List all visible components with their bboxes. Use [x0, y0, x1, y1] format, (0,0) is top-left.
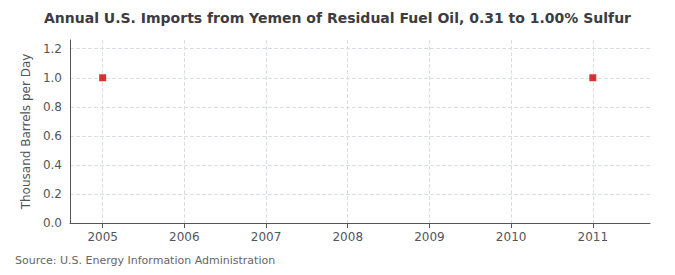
svg-text:2010: 2010	[496, 230, 527, 244]
svg-text:2011: 2011	[578, 230, 609, 244]
svg-text:0.0: 0.0	[43, 216, 62, 230]
svg-text:Annual U.S. Imports from Yemen: Annual U.S. Imports from Yemen of Residu…	[44, 10, 631, 26]
svg-text:2005: 2005	[87, 230, 118, 244]
svg-text:2007: 2007	[251, 230, 282, 244]
svg-text:Thousand Barrels per Day: Thousand Barrels per Day	[19, 54, 33, 211]
svg-text:2006: 2006	[169, 230, 200, 244]
svg-text:0.2: 0.2	[43, 187, 62, 201]
svg-text:0.4: 0.4	[43, 158, 62, 172]
svg-text:0.8: 0.8	[43, 100, 62, 114]
svg-text:2009: 2009	[414, 230, 445, 244]
svg-text:1.2: 1.2	[43, 42, 62, 56]
svg-text:Source: U.S. Energy Informatio: Source: U.S. Energy Information Administ…	[15, 254, 275, 267]
svg-text:1.0: 1.0	[43, 71, 62, 85]
svg-text:0.6: 0.6	[43, 129, 62, 143]
svg-text:2008: 2008	[332, 230, 363, 244]
